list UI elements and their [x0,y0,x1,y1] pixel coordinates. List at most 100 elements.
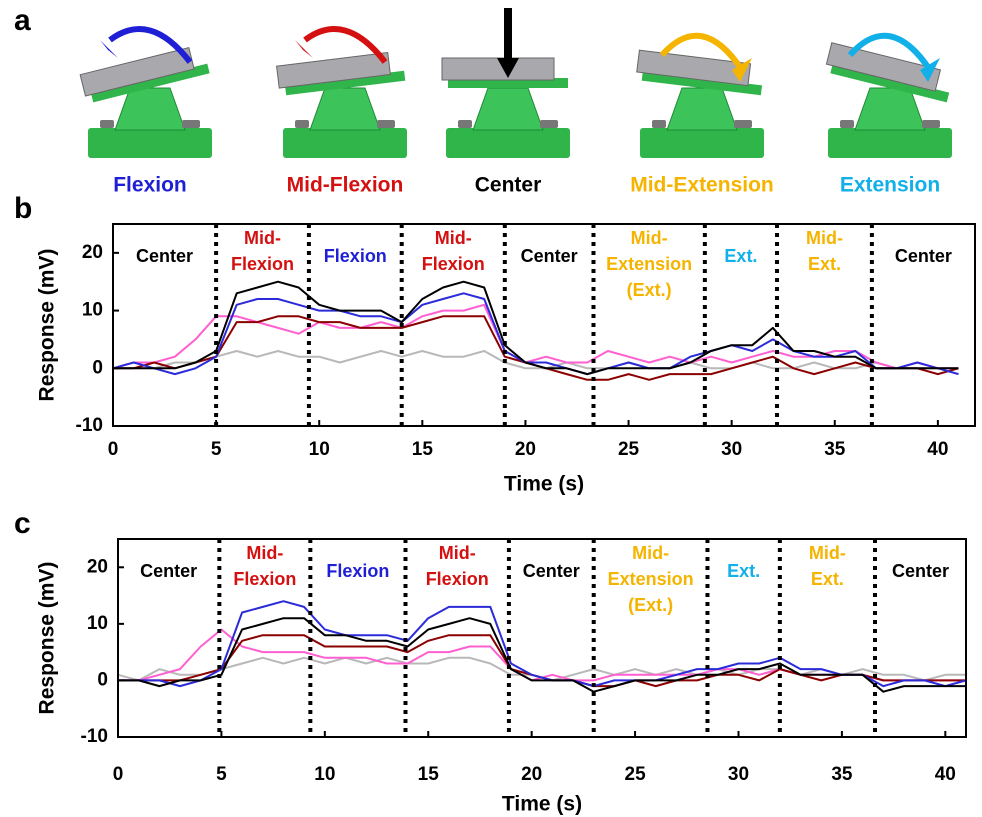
region-label: Center [895,246,952,266]
region-label: Ext. [811,569,844,589]
region-label: Center [140,561,197,581]
y-tick-label: 10 [82,300,103,321]
joint [667,88,737,130]
region-label: Ext. [808,254,841,274]
x-tick-label: 30 [721,439,742,460]
joint [855,88,925,130]
y-tick-label: 20 [82,242,103,263]
base [640,128,764,158]
caption: Flexion [113,174,187,197]
y-axis-title: Response (mV) [36,562,59,715]
caption: Mid-Flexion [287,174,404,197]
x-tick-label: 25 [618,439,640,460]
region-label: Mid- [244,228,281,248]
x-tick-label: 20 [515,439,536,460]
x-tick-label: 0 [108,439,119,460]
device-illustration [825,36,955,158]
region-label: Mid- [246,543,283,563]
y-tick-label: -10 [81,726,108,747]
panel-label: c [14,507,31,540]
series-line [113,316,959,380]
series-line [118,618,966,692]
base [283,128,407,158]
y-tick-label: 0 [97,669,108,690]
region-label: Mid- [435,228,472,248]
bolt [182,120,200,128]
series-line [118,630,966,681]
region-label: Mid- [439,543,476,563]
device-illustration [80,29,212,158]
x-tick-label: 15 [418,764,440,785]
bolt [734,120,752,128]
caption: Center [475,174,542,197]
y-axis-title: Response (mV) [36,249,59,402]
region-label: Flexion [231,254,294,274]
x-tick-label: 15 [412,439,434,460]
joint [473,88,543,130]
bolt [377,120,395,128]
base [446,128,570,158]
x-tick-label: 40 [935,764,956,785]
region-label: Flexion [326,561,389,581]
region-label: Center [523,561,580,581]
caption: Mid-Extension [630,174,774,197]
device-illustration [277,29,407,158]
region-label: Extension [608,569,694,589]
bolt [295,120,309,128]
bolt [922,120,940,128]
device-illustration [442,8,570,158]
region-label: Ext. [724,246,757,266]
y-tick-label: 0 [92,357,103,378]
region-label: Mid- [631,228,668,248]
base [828,128,952,158]
bolt [540,120,558,128]
x-tick-label: 5 [216,764,227,785]
region-label: Mid- [632,543,669,563]
y-tick-label: -10 [76,415,103,436]
region-label: (Ext.) [628,595,673,615]
x-tick-label: 30 [728,764,749,785]
x-tick-label: 5 [211,439,222,460]
x-axis-title: Time (s) [504,473,584,496]
region-label: Flexion [233,569,296,589]
region-label: Mid- [809,543,846,563]
region-label: Flexion [422,254,485,274]
x-tick-label: 35 [831,764,853,785]
region-label: Mid- [806,228,843,248]
x-tick-label: 25 [625,764,647,785]
device-illustration [636,36,765,158]
x-tick-label: 40 [927,439,948,460]
x-tick-label: 20 [521,764,542,785]
bolt [458,120,472,128]
caption: Extension [840,174,940,197]
region-label: (Ext.) [627,280,672,300]
series-line [113,293,959,374]
region-label: Flexion [426,569,489,589]
y-tick-label: 20 [87,556,108,577]
panel-label: b [14,192,32,225]
series-line [113,305,959,369]
y-tick-label: 10 [87,613,108,634]
x-axis-title: Time (s) [502,793,582,816]
arrow-head [295,40,313,58]
panel-label: a [14,4,31,37]
x-tick-label: 35 [824,439,846,460]
base [88,128,212,158]
joint [115,88,185,130]
plate-metal [442,58,554,80]
region-label: Center [136,246,193,266]
region-label: Center [892,561,949,581]
joint [310,88,380,130]
x-tick-label: 10 [309,439,330,460]
region-label: Flexion [324,246,387,266]
series-line [118,601,966,686]
region-label: Ext. [727,561,760,581]
region-label: Extension [606,254,692,274]
bolt [652,120,666,128]
bolt [100,120,114,128]
x-tick-label: 0 [113,764,124,785]
region-label: Center [521,246,578,266]
bolt [840,120,854,128]
arrow-head [100,40,118,58]
x-tick-label: 10 [314,764,335,785]
